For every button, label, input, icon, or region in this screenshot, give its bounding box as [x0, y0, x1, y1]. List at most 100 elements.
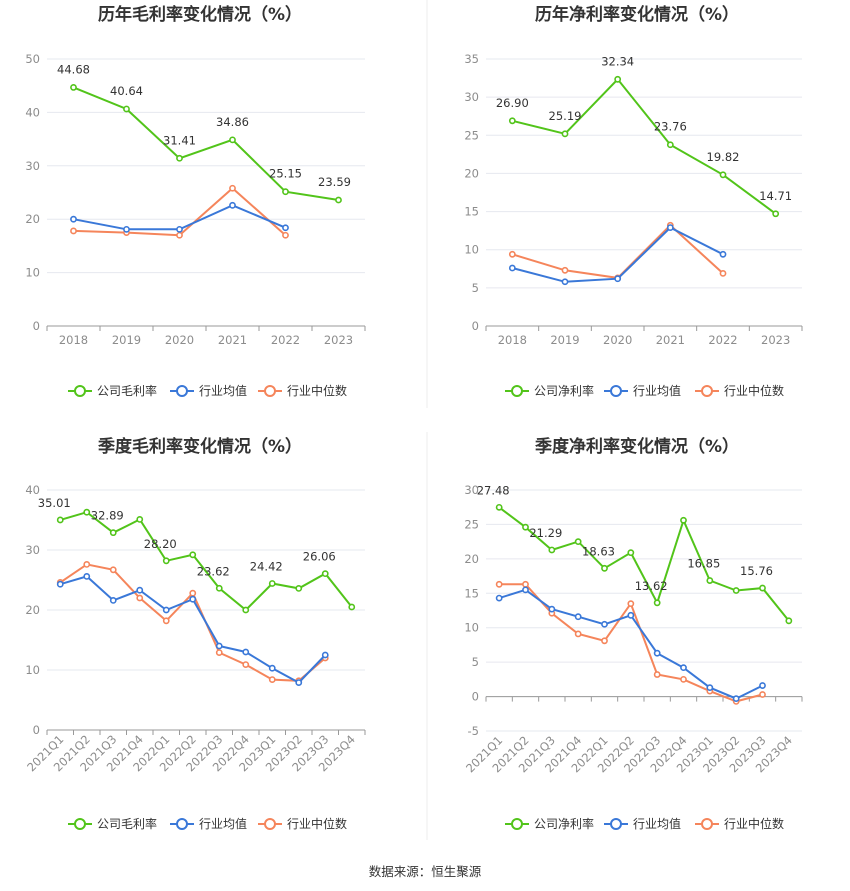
legend-label: 公司净利率	[534, 816, 594, 831]
legend-label: 行业中位数	[724, 383, 784, 398]
x-tick-label: 2020	[603, 333, 632, 347]
data-point	[614, 75, 622, 83]
data-point	[653, 599, 661, 607]
data-source-note: 数据来源：恒生聚源	[369, 864, 482, 879]
legend-marker-icon	[176, 385, 188, 397]
data-label: 23.59	[318, 175, 351, 189]
data-point	[561, 130, 569, 138]
legend-item-company-gross[interactable]: 公司毛利率	[68, 816, 157, 831]
data-point	[666, 224, 674, 231]
data-label: 27.48	[477, 483, 510, 497]
data-point	[601, 620, 608, 628]
y-tick-label: 35	[464, 52, 479, 66]
legend-label: 行业中位数	[724, 816, 784, 831]
data-label: 35.01	[38, 496, 71, 510]
data-point	[229, 184, 236, 192]
legend-marker-icon	[610, 385, 622, 397]
x-tick-label: 2018	[498, 333, 527, 347]
data-point	[759, 691, 766, 698]
legend-item-industry-avg[interactable]: 行业均值	[604, 383, 681, 398]
data-label: 21.29	[529, 526, 562, 540]
data-point	[176, 225, 183, 233]
data-label: 16.85	[687, 557, 720, 571]
x-tick-label: 2018	[59, 333, 88, 347]
data-point	[136, 516, 144, 523]
data-point	[229, 201, 236, 209]
x-tick-label: 2019	[550, 333, 579, 347]
legend-item-industry-median[interactable]: 行业中位数	[695, 383, 784, 398]
data-point	[123, 105, 130, 113]
y-tick-label: 15	[464, 205, 479, 219]
y-tick-label: 20	[464, 166, 479, 180]
x-tick-label: 2023	[324, 333, 353, 347]
chart-legend: 公司净利率 行业均值 行业中位数	[505, 816, 784, 831]
data-point	[56, 516, 64, 524]
y-tick-label: 0	[33, 723, 40, 737]
legend-item-company-net[interactable]: 公司净利率	[505, 383, 594, 398]
data-point	[561, 278, 569, 286]
data-point	[215, 642, 223, 650]
legend-item-industry-avg[interactable]: 行业均值	[604, 816, 681, 831]
legend-item-industry-median[interactable]: 行业中位数	[695, 816, 784, 831]
legend-item-industry-avg[interactable]: 行业均值	[170, 383, 247, 398]
y-tick-label: 20	[25, 212, 40, 226]
data-point	[732, 587, 740, 594]
legend-item-industry-median[interactable]: 行业中位数	[258, 383, 347, 398]
data-point	[680, 516, 687, 524]
legend-item-industry-avg[interactable]: 行业均值	[170, 816, 247, 831]
chart-legend: 公司毛利率 行业均值 行业中位数	[68, 383, 347, 398]
data-point	[321, 570, 329, 578]
legend-item-industry-median[interactable]: 行业中位数	[258, 816, 347, 831]
y-tick-label: 10	[25, 663, 40, 677]
data-point	[561, 266, 569, 274]
data-point	[70, 84, 77, 91]
data-label: 13.62	[635, 579, 668, 593]
y-tick-label: 40	[25, 105, 40, 119]
series-line-industry-median	[512, 223, 724, 279]
data-point	[215, 584, 223, 592]
y-tick-label: 5	[472, 281, 479, 295]
legend-label: 行业均值	[199, 816, 247, 831]
chart-panel-1: 历年毛利率变化情况（%） 0 10 20 30 40 50 2018 2019 2020 2021 2…	[25, 4, 366, 398]
data-point	[321, 651, 329, 659]
series-line-industry-avg	[512, 226, 724, 283]
data-point	[282, 224, 289, 232]
y-tick-label: 25	[464, 517, 479, 531]
data-point	[335, 196, 342, 204]
y-tick-label: 30	[25, 159, 40, 173]
data-point	[83, 573, 91, 580]
data-point	[215, 649, 223, 656]
data-point	[732, 695, 740, 703]
data-label: 14.71	[759, 189, 792, 203]
x-tick-label: 2022	[271, 333, 300, 347]
legend-label: 行业中位数	[287, 383, 347, 398]
data-point	[522, 523, 529, 531]
data-label: 23.76	[654, 120, 687, 134]
x-tick-label: 2021	[218, 333, 247, 347]
series-line-industry-median	[59, 563, 326, 682]
data-point	[242, 606, 250, 614]
data-point	[176, 231, 183, 239]
data-label: 32.34	[601, 54, 634, 68]
legend-label: 公司净利率	[534, 383, 594, 398]
legend-marker-icon	[264, 385, 276, 397]
chart-legend: 公司毛利率 行业均值 行业中位数	[68, 816, 347, 831]
data-point	[162, 557, 170, 565]
data-point	[601, 637, 608, 645]
data-point	[83, 508, 91, 516]
data-point	[295, 679, 303, 686]
data-point	[653, 649, 661, 657]
data-point	[719, 171, 727, 179]
data-point	[189, 551, 197, 559]
data-point	[706, 577, 714, 584]
legend-item-company-gross[interactable]: 公司毛利率	[68, 383, 157, 398]
legend-item-company-net[interactable]: 公司净利率	[505, 816, 594, 831]
legend-marker-icon	[610, 818, 622, 830]
data-point	[772, 210, 780, 218]
data-point	[189, 589, 197, 597]
data-point	[666, 141, 674, 149]
legend-label: 公司毛利率	[97, 383, 157, 398]
y-tick-label: 25	[464, 128, 479, 142]
legend-label: 公司毛利率	[97, 816, 157, 831]
